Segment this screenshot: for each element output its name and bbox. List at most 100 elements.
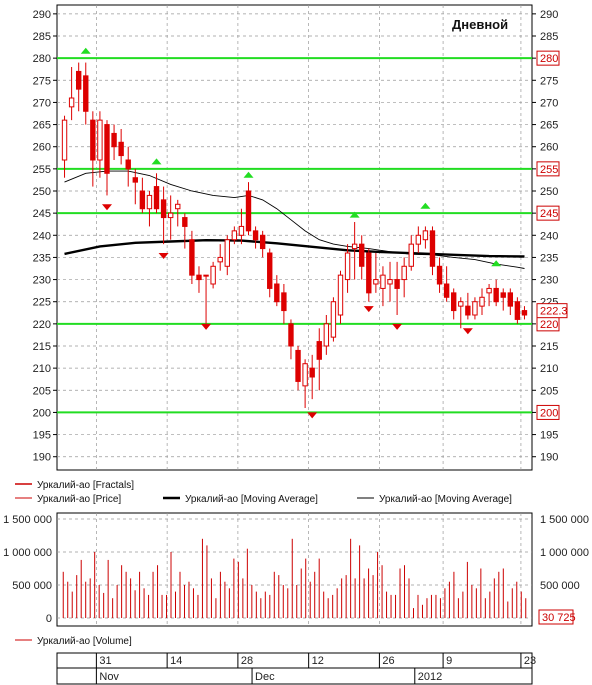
candle-body-8 [118,141,124,157]
candle-body-47 [394,279,400,289]
ytick-right-label-1: 195 [540,430,558,442]
ytick-left-label-4: 210 [33,363,51,375]
candle-45 [380,266,386,307]
candle-body-22 [217,256,223,263]
level-label-1: 255 [540,164,558,176]
ytick-left-label-13: 255 [33,164,51,176]
candle-body-10 [132,177,138,183]
candle-body-44 [373,279,379,285]
level-label-4: 200 [540,407,558,419]
candle-19 [196,266,202,293]
candle-54 [443,266,450,302]
vol-tick-right-1: 500 000 [540,580,580,592]
candle-26 [245,182,252,236]
candle-47 [394,261,400,315]
candle-34 [302,359,308,408]
ytick-left-label-20: 290 [33,9,51,21]
candle-body-1 [68,97,75,108]
candle-body-17 [182,217,188,227]
candle-15 [167,195,174,240]
candle-21 [210,261,216,289]
candle-body-12 [146,194,153,210]
candle-body-33 [295,349,301,382]
candle-11 [139,177,146,214]
price-legend: Уркалий-ао [Fractals] Уркалий-ао [Price]… [15,480,512,505]
ytick-left-label-6: 220 [33,319,51,331]
candle-2 [75,62,82,112]
date-label-2: 28 [241,655,253,667]
candle-body-16 [175,203,181,210]
candle-5 [97,111,103,178]
candle-body-42 [359,243,365,267]
horizontal-levels [57,57,532,414]
candle-17 [182,213,188,249]
candle-23 [224,235,230,276]
legend-volume: Уркалий-ао [Volume] [37,636,132,647]
ytick-left-label-3: 205 [33,385,51,397]
ytick-left-label-15: 265 [33,120,51,132]
candle-body-24 [231,230,238,241]
vol-tick-left-0: 0 [46,613,52,625]
candle-50 [415,226,422,253]
candle-0 [61,115,68,178]
candle-body-20 [203,274,209,277]
candle-body-54 [443,283,450,298]
date-label-0: 31 [99,655,111,667]
candle-body-32 [288,323,294,347]
candle-25 [238,208,245,245]
last-price-label: 222.3 [540,306,568,318]
fractal-down-6 [462,328,473,335]
moving-average-lines [64,170,525,269]
ytick-right-label-16: 270 [540,97,558,109]
candle-37 [323,315,330,355]
candle-6 [104,120,110,196]
candle-body-41 [351,243,358,250]
candle-body-46 [387,279,393,285]
legend-ma-long: Уркалий-ао [Moving Average] [185,494,318,505]
candle-31 [281,284,287,324]
candle-12 [146,191,153,227]
fractal-down-1 [158,253,169,259]
ytick-right-label-10: 240 [540,230,558,242]
ytick-left-label-19: 285 [33,31,51,43]
ytick-right-label-20: 290 [540,9,558,21]
candle-body-59 [479,296,485,307]
date-label-3: 12 [312,655,324,667]
level-box-0 [536,50,560,66]
candle-53 [436,257,443,293]
candle-body-65 [521,310,528,316]
date-label-1: 14 [170,655,182,667]
fractal-down-4 [363,306,374,313]
candle-body-38 [330,301,337,338]
ytick-left-label-1: 195 [33,430,51,442]
ytick-left-label-10: 240 [33,230,51,242]
candle-body-23 [224,239,230,267]
candle-body-51 [422,230,429,241]
level-label-2: 245 [540,208,558,220]
candle-22 [217,244,223,271]
ytick-right-label-15: 265 [540,120,558,132]
candle-body-21 [210,265,216,285]
candle-24 [231,226,238,245]
candle-body-64 [514,301,521,320]
ytick-left-label-2: 200 [33,407,51,419]
volume-grid [57,513,532,626]
vol-tick-right-3: 1 500 000 [540,514,589,526]
candle-59 [479,288,485,315]
fractal-up-2 [243,171,254,178]
volume-last-label: 30 725 [542,612,576,624]
candle-30 [274,275,280,307]
candle-20 [203,274,209,324]
candle-32 [288,319,294,360]
ytick-left-label-14: 260 [33,142,51,154]
vol-tick-right-2: 1 000 000 [540,547,589,559]
price-axis-left: 190 195 200 205 210 215 220 225 230 235 240 245 250 2… [33,9,57,464]
ytick-right-label-8: 230 [540,275,558,287]
candle-61 [493,279,499,307]
candle-body-7 [111,132,117,148]
volume-panel-frame [56,512,533,627]
candle-56 [458,297,464,329]
candle-49 [408,235,414,271]
